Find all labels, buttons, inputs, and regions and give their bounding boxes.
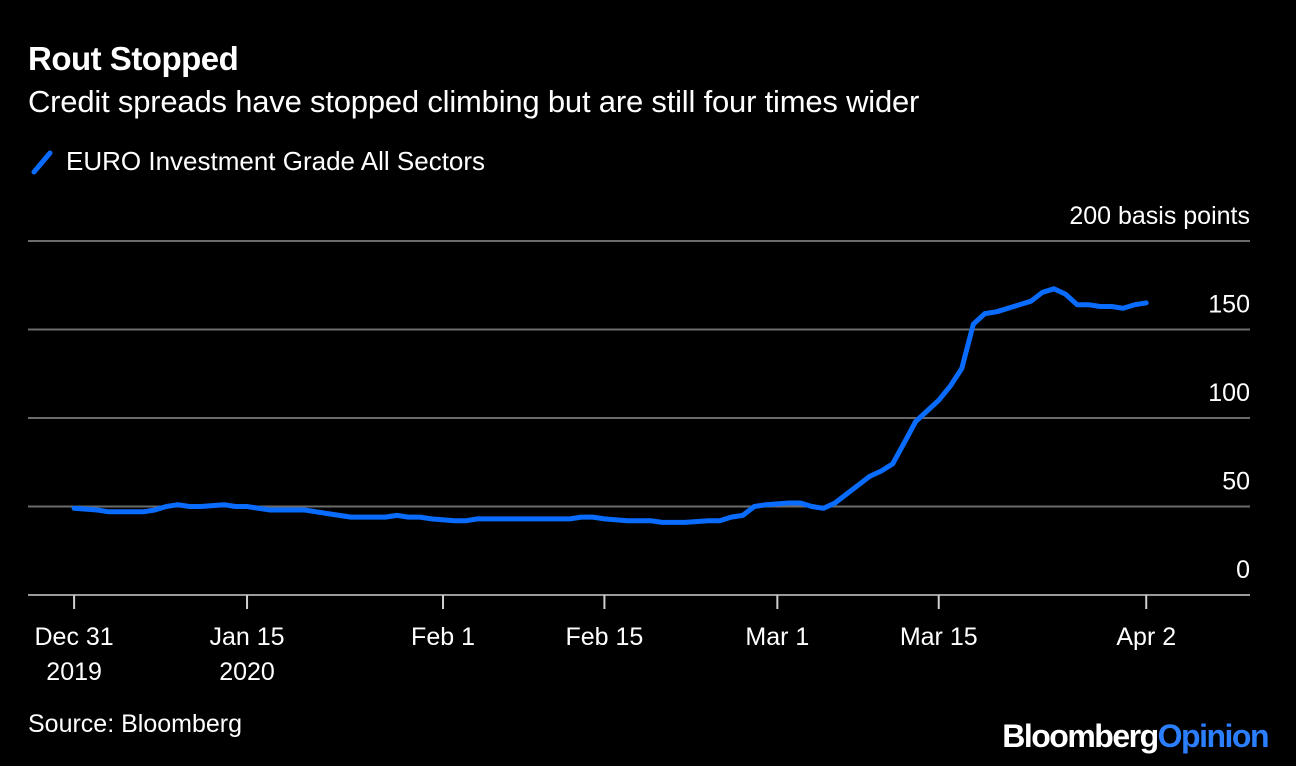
legend-label: EURO Investment Grade All Sectors <box>66 146 486 176</box>
x-tick-label-5-0: Mar 15 <box>900 623 978 651</box>
y-tick-label-100: 100 <box>1208 379 1250 407</box>
brand-part-2: Opinion <box>1157 718 1270 754</box>
y-tick-label-0: 0 <box>1236 556 1250 584</box>
brand-part-1: Bloomberg <box>1002 718 1159 754</box>
x-tick-label-4-0: Mar 1 <box>745 623 809 651</box>
x-tick-label-6-0: Apr 2 <box>1116 623 1176 651</box>
x-tick-label-1-0: Jan 15 <box>210 623 285 651</box>
chart-title: Rout Stopped <box>28 40 239 77</box>
source-note: Source: Bloomberg <box>28 710 243 738</box>
bloomberg-opinion-logo: BloombergOpinion <box>1002 718 1270 755</box>
y-tick-label-50: 50 <box>1222 468 1250 496</box>
x-tick-label-0-1: 2019 <box>46 658 102 686</box>
legend: EURO Investment Grade All Sectors <box>28 146 485 177</box>
x-tick-label-3-0: Feb 15 <box>565 623 643 651</box>
x-tick-label-2-0: Feb 1 <box>411 623 475 651</box>
chart-subtitle: Credit spreads have stopped climbing but… <box>28 84 920 119</box>
legend-line-icon <box>31 150 53 174</box>
x-tick-label-1-1: 2020 <box>219 658 275 686</box>
series-line-0 <box>71 286 1149 525</box>
y-tick-label-150: 150 <box>1208 291 1250 319</box>
x-tick-label-0-0: Dec 31 <box>35 623 114 651</box>
y-tick-label-200: 200 basis points <box>1069 202 1250 230</box>
